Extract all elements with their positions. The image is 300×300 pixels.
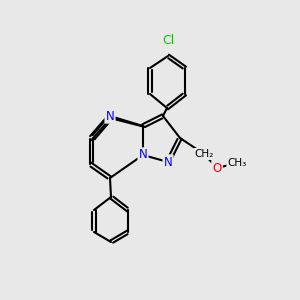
- Text: N: N: [139, 148, 147, 161]
- Text: CH₂: CH₂: [194, 149, 214, 159]
- Text: O: O: [212, 161, 222, 175]
- Text: Cl: Cl: [162, 34, 174, 46]
- Text: CH₃: CH₃: [227, 158, 247, 168]
- Text: N: N: [106, 110, 114, 122]
- Text: N: N: [164, 155, 172, 169]
